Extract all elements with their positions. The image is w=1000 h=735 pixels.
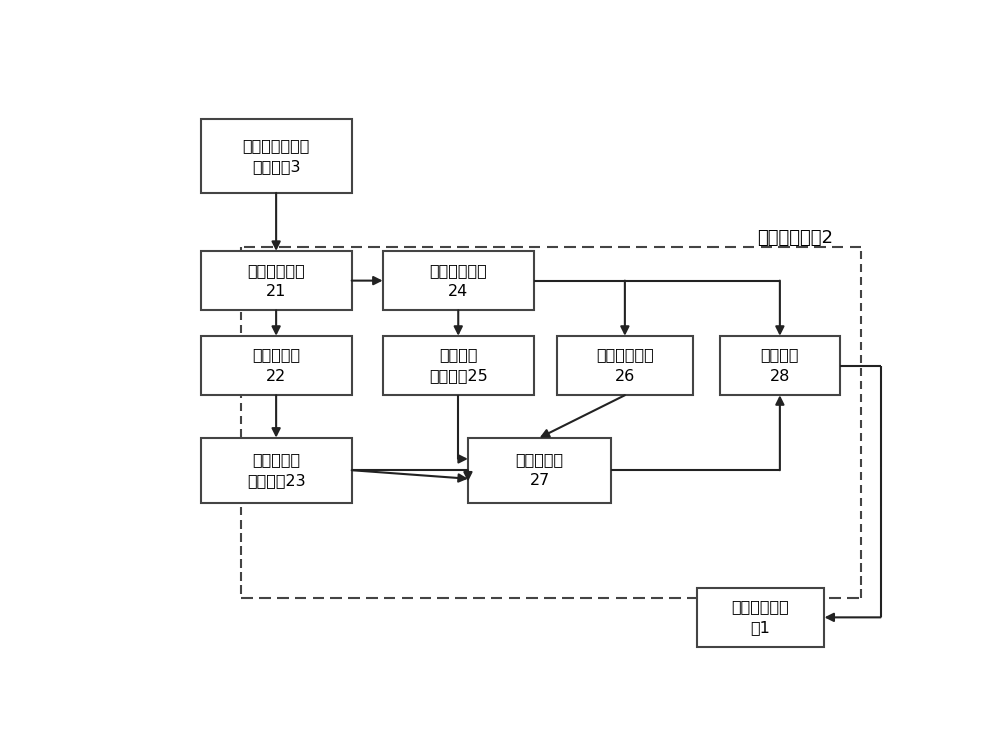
- Text: 超级电容器
分压网络23: 超级电容器 分压网络23: [247, 452, 305, 488]
- Bar: [201, 119, 352, 193]
- Bar: [383, 251, 534, 310]
- Text: 无线传感器模
块1: 无线传感器模 块1: [732, 599, 789, 635]
- Text: 桥式整流电路
21: 桥式整流电路 21: [247, 262, 305, 298]
- Bar: [201, 437, 352, 503]
- Bar: [201, 336, 352, 395]
- Bar: [201, 251, 352, 310]
- Bar: [697, 588, 824, 647]
- Text: 升压稳压电路
24: 升压稳压电路 24: [429, 262, 487, 298]
- Text: 降压稳压电路
26: 降压稳压电路 26: [596, 348, 654, 384]
- Bar: [720, 336, 840, 395]
- Bar: [383, 336, 534, 395]
- Text: 低频水浪波动能
量收集器3: 低频水浪波动能 量收集器3: [242, 138, 310, 174]
- Text: 能量管理模块2: 能量管理模块2: [757, 229, 833, 247]
- Bar: [557, 336, 693, 395]
- Text: 超级电容器
22: 超级电容器 22: [252, 348, 300, 384]
- Bar: [468, 437, 611, 503]
- Text: 升压电路
分压网络25: 升压电路 分压网络25: [429, 348, 488, 384]
- Text: 迟滞比较器
27: 迟滞比较器 27: [516, 452, 564, 488]
- Text: 负载开关
28: 负载开关 28: [761, 348, 799, 384]
